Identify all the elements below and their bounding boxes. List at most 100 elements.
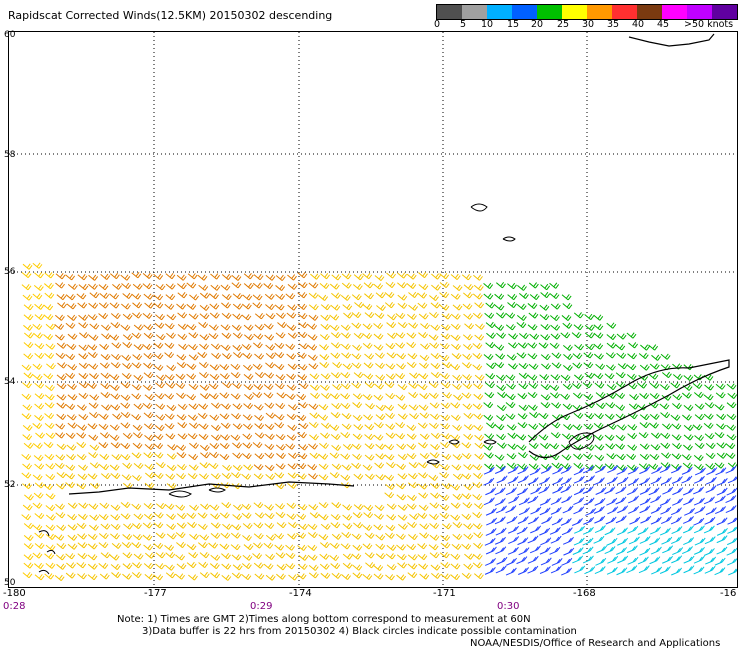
- wind-barb: [352, 564, 363, 571]
- wind-barb: [506, 383, 516, 390]
- wind-barb: [649, 363, 660, 370]
- wind-barb: [24, 332, 34, 339]
- wind-barb: [177, 433, 188, 440]
- wind-barb: [615, 381, 626, 389]
- wind-barb: [243, 364, 253, 371]
- wind-barb: [275, 463, 286, 470]
- wind-barb: [187, 273, 198, 280]
- wind-barb: [210, 284, 221, 291]
- wind-barb: [89, 373, 99, 380]
- colorbar-segment: [487, 5, 512, 19]
- wind-barb: [517, 516, 529, 524]
- wind-barb: [452, 493, 463, 500]
- wind-barb: [176, 451, 187, 459]
- wind-barb: [681, 392, 692, 399]
- wind-barb: [639, 443, 650, 450]
- wind-barb: [131, 272, 142, 279]
- wind-barb: [594, 444, 605, 451]
- wind-barb: [253, 463, 264, 471]
- wind-barb: [716, 546, 728, 555]
- wind-barb: [232, 344, 243, 351]
- wind-barb: [462, 403, 473, 410]
- wind-barb: [209, 292, 219, 300]
- wind-barb: [109, 384, 120, 391]
- wind-barb: [45, 343, 56, 350]
- wind-barb: [296, 473, 307, 480]
- wind-barb: [517, 463, 528, 470]
- wind-barb: [606, 322, 617, 329]
- wind-barb: [329, 314, 340, 321]
- wind-barb: [561, 567, 572, 576]
- wind-barb: [45, 514, 56, 521]
- wind-barb: [550, 535, 562, 544]
- wind-barb: [352, 572, 363, 579]
- wind-barb: [627, 352, 638, 360]
- wind-barb: [395, 394, 406, 401]
- wind-barb: [682, 516, 694, 524]
- wind-barb: [527, 391, 538, 399]
- wind-barb: [177, 312, 188, 319]
- wind-barb: [550, 392, 560, 399]
- wind-barb: [318, 514, 329, 521]
- wind-barb: [518, 362, 529, 370]
- wind-barb: [494, 324, 505, 331]
- wind-barb: [121, 474, 132, 481]
- small-islands: [38, 530, 56, 575]
- wind-barb: [440, 333, 451, 340]
- wind-barb: [110, 322, 121, 329]
- wind-barb: [384, 444, 395, 451]
- wind-barb: [199, 292, 210, 299]
- wind-barb: [716, 423, 726, 430]
- colorbar-segment: [537, 5, 562, 19]
- wind-barb: [703, 394, 714, 401]
- wind-barb: [122, 462, 133, 469]
- wind-barb: [77, 552, 88, 560]
- colorbar-label: 45: [657, 19, 670, 30]
- wind-barb: [518, 567, 529, 575]
- wind-barb: [551, 362, 562, 369]
- colorbar-label: 25: [557, 19, 570, 30]
- wind-barb: [121, 282, 132, 290]
- credit-line: NOAA/NESDIS/Office of Research and Appli…: [470, 638, 721, 649]
- wind-barb: [221, 381, 232, 389]
- wind-barb: [473, 413, 483, 420]
- wind-barb: [287, 363, 298, 370]
- wind-barb: [352, 433, 363, 440]
- wind-barb: [617, 476, 629, 485]
- wind-barb: [286, 513, 297, 520]
- wind-barb: [573, 537, 585, 546]
- wind-barb: [671, 434, 682, 441]
- wind-barb: [131, 393, 142, 400]
- wind-barb: [186, 303, 197, 310]
- wind-barb: [341, 282, 352, 289]
- wind-barb: [594, 412, 604, 420]
- wind-barb: [363, 362, 374, 369]
- wind-barb: [440, 324, 451, 331]
- wind-barb: [144, 463, 155, 471]
- wind-barb: [144, 443, 155, 450]
- wind-barb: [264, 443, 275, 450]
- wind-barb: [176, 354, 187, 361]
- wind-barb: [517, 487, 529, 496]
- wind-barb: [109, 434, 120, 441]
- wind-barb: [483, 466, 495, 475]
- wind-barb: [33, 284, 44, 291]
- unalaska-island: [568, 432, 595, 450]
- wind-barb: [101, 333, 111, 340]
- wind-barb: [616, 467, 628, 475]
- wind-barb: [296, 462, 307, 470]
- wind-barb: [671, 526, 683, 535]
- wind-barb: [330, 522, 341, 529]
- wind-barb: [219, 453, 230, 461]
- wind-barb: [99, 453, 110, 461]
- wind-barb: [375, 534, 386, 541]
- wind-barb: [439, 512, 450, 520]
- wind-barb: [230, 543, 241, 551]
- wind-barb: [527, 555, 539, 564]
- wind-barb: [507, 282, 517, 290]
- wind-barb: [242, 554, 253, 561]
- wind-barb: [616, 567, 628, 576]
- wind-barb: [439, 494, 450, 501]
- wind-barb: [439, 373, 450, 380]
- wind-barb: [507, 525, 519, 534]
